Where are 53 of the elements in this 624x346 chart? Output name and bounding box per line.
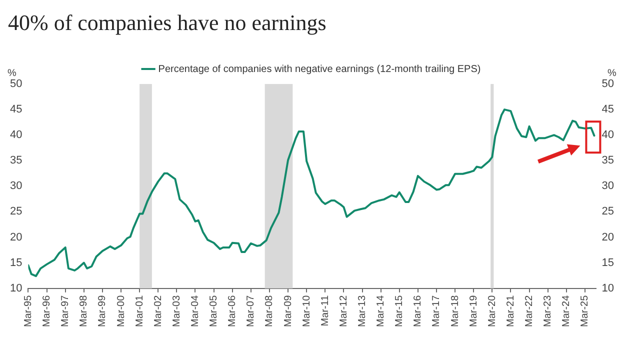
x-tick-label: Mar-09	[282, 294, 294, 328]
y-tick-label: 25	[10, 206, 22, 218]
y2-tick-label: 40	[602, 129, 614, 142]
x-tick-label: Mar-12	[338, 294, 350, 328]
x-tick-label: Mar-03	[171, 294, 182, 328]
x-tick-label: Mar-08	[264, 294, 276, 328]
x-tick-label: Mar-07	[246, 294, 257, 328]
x-tick-label: Mar-20	[486, 294, 498, 328]
x-tick-label: Mar-24	[561, 294, 572, 328]
x-tick-label: Mar-01	[134, 294, 146, 328]
x-tick-label: Mar-22	[524, 294, 536, 328]
y-tick-label: 20	[10, 231, 22, 244]
x-tick-label: Mar-96	[42, 294, 53, 328]
y2-tick-label: 50	[602, 78, 614, 90]
x-tick-label: Mar-97	[60, 294, 72, 328]
x-tick-label: Mar-95	[22, 294, 34, 328]
chart-title: 40% of companies have no earnings	[8, 10, 326, 36]
y-tick-label: 10	[10, 282, 22, 294]
x-tick-label: Mar-17	[431, 294, 442, 328]
x-tick-label: Mar-25	[580, 294, 591, 328]
legend-label: Percentage of companies with negative earnings (12-month trailing EPS)	[158, 64, 481, 75]
x-tick-label: Mar-16	[412, 294, 424, 328]
x-tick-label: Mar-10	[301, 294, 312, 328]
y-tick-label: 50	[10, 78, 22, 90]
x-tick-label: Mar-21	[505, 294, 516, 328]
y2-tick-label: 30	[602, 180, 614, 192]
x-tick-label: Mar-11	[320, 294, 331, 326]
y-tick-label: 30	[10, 180, 22, 192]
x-tick-label: Mar-13	[357, 294, 368, 328]
x-tick-label: Mar-14	[376, 294, 387, 328]
y2-tick-label: 35	[602, 154, 614, 167]
x-tick-label: Mar-15	[394, 294, 406, 328]
x-tick-label: Mar-06	[227, 294, 238, 328]
x-tick-label: Mar-04	[190, 294, 201, 328]
y2-tick-label: 20	[602, 231, 614, 244]
x-tick-label: Mar-23	[542, 294, 554, 328]
y2-tick-label: 10	[602, 282, 614, 294]
x-tick-label: Mar-98	[78, 294, 90, 328]
y2-axis-title: %	[608, 68, 617, 79]
x-tick-label: Mar-99	[97, 294, 108, 328]
y2-tick-label: 45	[602, 104, 614, 116]
x-tick-label: Mar-02	[152, 294, 164, 328]
y2-tick-label: 25	[602, 206, 614, 218]
y-tick-label: 40	[10, 129, 22, 142]
y-tick-label: 15	[10, 256, 22, 269]
x-tick-label: Mar-19	[468, 294, 480, 328]
y-tick-label: 45	[10, 104, 22, 116]
y-tick-label: 35	[10, 154, 22, 167]
x-tick-label: Mar-00	[116, 294, 127, 328]
y2-tick-label: 15	[602, 256, 614, 269]
x-tick-label: Mar-05	[208, 294, 220, 328]
y-axis-title: %	[8, 68, 17, 79]
x-tick-label: Mar-18	[450, 294, 461, 328]
